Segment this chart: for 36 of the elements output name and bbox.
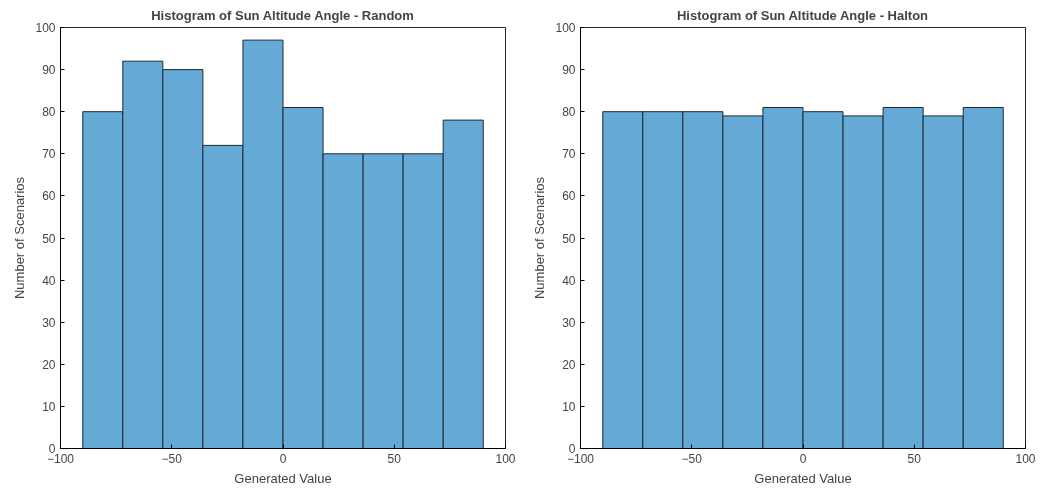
x-axis-title: Generated Value (754, 470, 852, 486)
x-tick-label: 0 (799, 451, 807, 466)
y-tick-label: 60 (42, 189, 56, 204)
y-tick-label: 80 (42, 105, 56, 120)
y-tick-label: 0 (48, 442, 56, 456)
x-axis-title: Generated Value (234, 470, 332, 486)
x-tick-label: −50 (681, 451, 703, 466)
chart-title: Histogram of Sun Altitude Angle - Halton (676, 7, 929, 23)
x-tick-label: −50 (161, 451, 183, 466)
y-tick-label: 50 (562, 231, 576, 246)
y-tick-label: 10 (562, 399, 576, 414)
y-tick-label: 60 (562, 189, 576, 204)
chart-title: Histogram of Sun Altitude Angle - Random (151, 7, 414, 23)
y-tick-label: 30 (562, 315, 576, 330)
y-tick-label: 100 (35, 21, 56, 35)
y-tick-label: 40 (42, 273, 56, 288)
x-tick-label: 50 (387, 451, 402, 466)
y-tick-label: 70 (562, 147, 576, 162)
y-axis-title: Number of Scenarios (12, 176, 28, 300)
y-tick-label: 20 (42, 357, 56, 372)
y-tick-label: 90 (562, 63, 576, 78)
x-tick-label: 100 (495, 451, 516, 466)
y-tick-label: 90 (42, 63, 56, 78)
y-tick-label: 50 (42, 231, 56, 246)
x-tick-label: 0 (279, 451, 287, 466)
x-tick-label: 50 (907, 451, 922, 466)
y-axis-title: Number of Scenarios (532, 176, 548, 300)
y-tick-label: 0 (568, 442, 576, 456)
y-tick-label: 30 (42, 315, 56, 330)
x-tick-label: 100 (1015, 451, 1036, 466)
y-tick-label: 10 (42, 399, 56, 414)
y-tick-label: 40 (562, 273, 576, 288)
y-tick-label: 70 (42, 147, 56, 162)
y-tick-label: 100 (555, 21, 576, 35)
y-tick-label: 20 (562, 357, 576, 372)
y-tick-label: 80 (562, 105, 576, 120)
